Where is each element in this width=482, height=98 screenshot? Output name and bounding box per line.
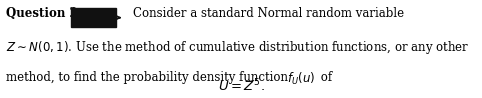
Text: Question 2: Question 2: [6, 7, 78, 20]
Text: of: of: [317, 71, 332, 84]
Text: $Z \sim N(0, 1)$. Use the method of cumulative distribution functions, or any ot: $Z \sim N(0, 1)$. Use the method of cumu…: [6, 39, 469, 56]
Text: $U = Z^{5}.$: $U = Z^{5}.$: [217, 78, 265, 94]
Text: method, to find the probability density function: method, to find the probability density …: [6, 71, 292, 84]
Text: Consider a standard Normal random variable: Consider a standard Normal random variab…: [133, 7, 404, 20]
Text: $f_U(u)$: $f_U(u)$: [287, 71, 315, 87]
FancyBboxPatch shape: [71, 8, 116, 27]
